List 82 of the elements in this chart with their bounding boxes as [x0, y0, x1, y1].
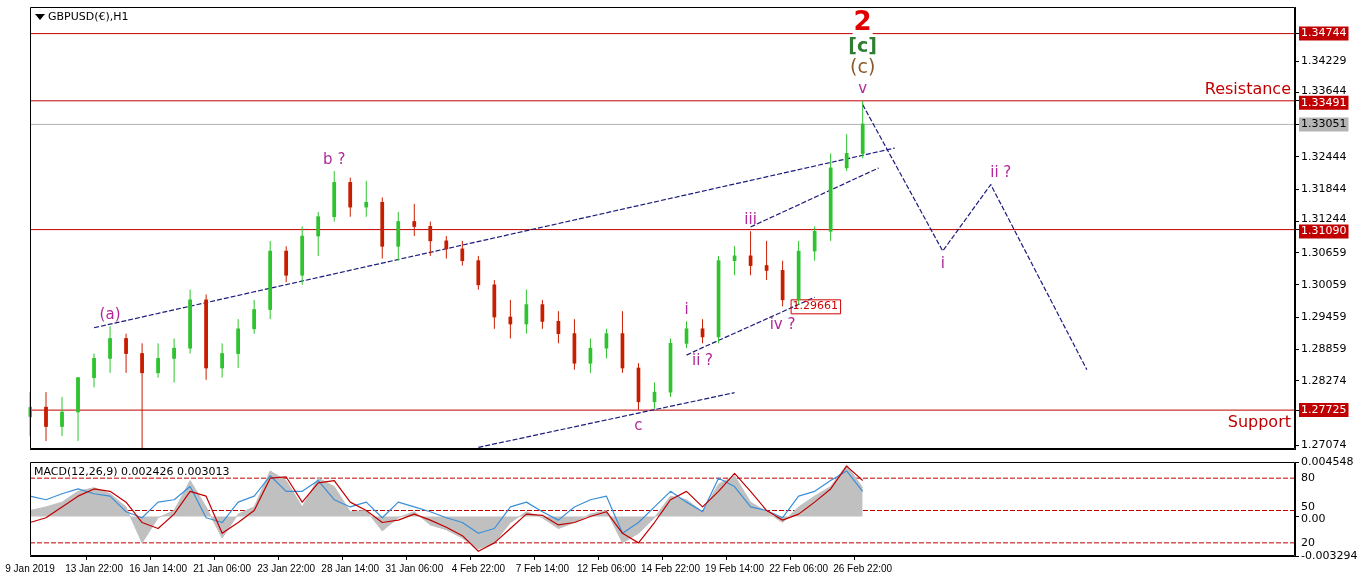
y-tick-label: 0.004548 [1301, 454, 1354, 468]
annotation: (c) [850, 55, 876, 78]
text: (a) [99, 304, 121, 323]
candlestick [556, 310, 561, 344]
candlestick [844, 133, 849, 172]
candlestick [684, 320, 689, 349]
data-label: ii ? [691, 351, 714, 370]
candlestick [44, 391, 48, 442]
y-tick-label: 1.33491 [1301, 95, 1347, 109]
candlestick [316, 211, 321, 257]
candlestick [812, 225, 817, 262]
candlestick [540, 299, 545, 330]
candlestick [444, 235, 449, 260]
y2-tick-label: 50 [1301, 500, 1315, 514]
text: iii [744, 209, 757, 228]
annotation: 2 [853, 5, 872, 36]
y-tick-label: 0.00 [1301, 512, 1326, 526]
candlestick [604, 328, 609, 359]
candlestick [524, 289, 529, 335]
chart-title: GBPUSD(€),H1 [48, 9, 129, 23]
candlestick [140, 342, 144, 449]
candlestick [220, 342, 224, 379]
y-tick-label: 1.27725 [1301, 402, 1347, 416]
y2-tick-label: 80 [1301, 471, 1315, 485]
y-tick-label: 1.30659 [1301, 245, 1347, 259]
x-tick-label: 28 Jan 14:00 [321, 562, 380, 574]
y-tick-label: 1.34744 [1301, 26, 1347, 40]
y-tick-label: 1.27074 [1301, 437, 1347, 451]
data-label: i [940, 254, 945, 273]
y-tick-label: 1.30059 [1301, 277, 1347, 291]
x-tick-label: 9 Jan 2019 [5, 562, 56, 574]
data-label: c [634, 416, 643, 435]
x-tick-label: 12 Feb 06:00 [576, 562, 637, 574]
x-tick-label: 21 Jan 06:00 [193, 562, 252, 574]
x-tick-label: 7 Feb 14:00 [515, 562, 570, 574]
candlestick [156, 342, 160, 379]
x-tick-label: 16 Jan 14:00 [129, 562, 188, 574]
y-tick-label: 1.28274 [1301, 373, 1347, 387]
candlestick [172, 338, 176, 383]
x-tick-label: 4 Feb 22:00 [451, 562, 506, 574]
candlestick [428, 221, 433, 257]
candlestick [652, 381, 657, 410]
x-tick-label: 13 Jan 22:00 [65, 562, 124, 574]
y-tick-label: 1.34229 [1301, 54, 1347, 68]
x-tick-label: 14 Feb 22:00 [641, 562, 701, 574]
candlestick [124, 333, 128, 374]
candlestick [588, 338, 593, 374]
text: i [684, 299, 689, 318]
candlestick [108, 325, 112, 374]
candlestick [460, 240, 465, 267]
candlestick [748, 230, 753, 276]
chart-title: MACD(12,26,9) 0.002426 0.003013 [34, 464, 230, 478]
annotation: 1.29661 [792, 299, 839, 313]
y-tick-label: 1.32444 [1301, 149, 1347, 163]
data-label: iv ? [769, 315, 796, 334]
y-tick-label: 1.33644 [1301, 83, 1347, 97]
ref-line-label: Support [1227, 412, 1291, 432]
candlestick [508, 299, 513, 339]
y-tick-label: 1.29459 [1301, 309, 1347, 323]
y-tick-label: 1.33051 [1301, 117, 1347, 131]
y-tick-label: 1.28859 [1301, 342, 1347, 356]
ref-line-label: Resistance [1204, 78, 1291, 98]
x-tick-label: 31 Jan 06:00 [385, 562, 444, 574]
candlestick [252, 299, 257, 335]
candlestick [700, 318, 705, 344]
candlestick [60, 396, 64, 437]
x-tick-label: 23 Jan 22:00 [257, 562, 316, 574]
candlestick [364, 180, 369, 218]
text: b ? [323, 149, 346, 168]
y-tick-label: -0.003294 [1301, 548, 1358, 562]
y2-tick-label: 20 [1301, 535, 1315, 549]
x-tick-label: 26 Feb 22:00 [833, 562, 893, 574]
x-tick-label: 22 Feb 06:00 [769, 562, 829, 574]
x-tick-label: 19 Feb 14:00 [705, 562, 765, 574]
y-tick-label: 1.31244 [1301, 212, 1347, 226]
candlestick [92, 353, 96, 388]
y-tick-label: 1.31844 [1301, 182, 1347, 196]
data-label: ii ? [990, 162, 1012, 181]
annotation: [c] [848, 34, 877, 57]
y-tick-label: 1.31090 [1301, 224, 1347, 238]
candlestick [732, 245, 737, 276]
text: v [858, 79, 868, 98]
